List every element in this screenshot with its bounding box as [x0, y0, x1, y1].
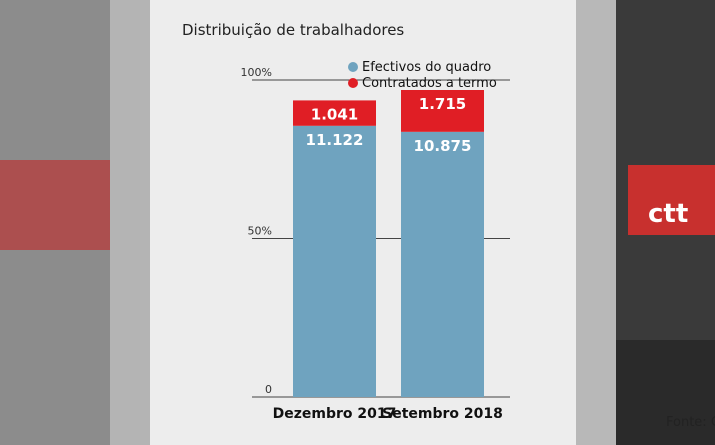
- data-label: 10.875: [414, 137, 472, 155]
- y-tick-label: 50%: [248, 225, 272, 238]
- ctt-logo-text: ctt: [648, 199, 688, 229]
- bar-efectivos: [401, 131, 484, 397]
- legend-entry: Efectivos do quadro: [362, 60, 491, 75]
- bar-contratados: [293, 100, 376, 126]
- y-tick-label: 0: [265, 383, 272, 396]
- chart-title: Distribuição de trabalhadores: [182, 21, 405, 39]
- source-note: Fonte: C: [666, 415, 715, 430]
- legend-contratados-swatch: [348, 78, 358, 88]
- data-label: 1.041: [311, 105, 358, 123]
- y-tick-label: 100%: [241, 66, 272, 79]
- bar-efectivos: [293, 125, 376, 397]
- x-category-label: Dezembro 2017: [273, 406, 397, 422]
- bar-layer: 11.122 1.041 Dezembro 2017 10.875 1.715 Setem…: [273, 89, 503, 422]
- legend-entry: Contratados a termo: [362, 76, 497, 91]
- bar-contratados: [401, 89, 484, 132]
- legend-efectivos-swatch: [348, 62, 358, 72]
- x-category-label: Setembro 2018: [382, 406, 503, 422]
- data-label: 11.122: [306, 131, 364, 149]
- data-label: 1.715: [419, 95, 466, 113]
